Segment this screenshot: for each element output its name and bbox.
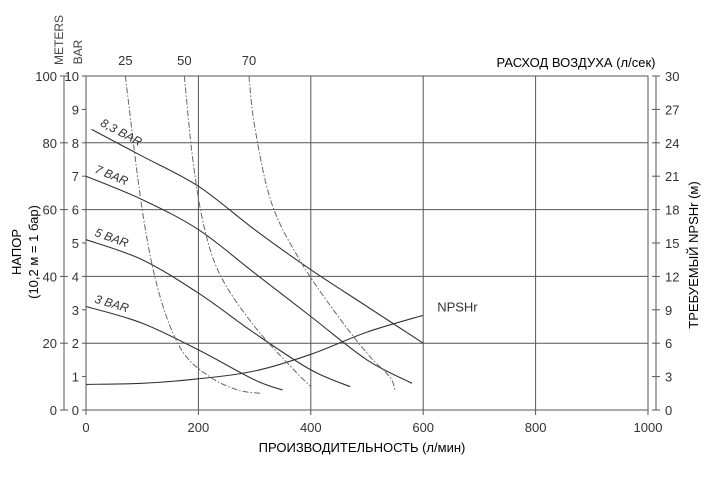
pressure-curve-label: 7 BAR [93,162,131,188]
pressure-curve-label: 3 BAR [93,292,131,315]
air-curve-50 [183,75,312,387]
meters-tick-label: 60 [43,203,57,218]
npshr-tick-label: 24 [665,136,679,151]
npshr-tick-label: 3 [665,370,672,385]
x-tick-label: 1000 [634,420,663,435]
bar-tick-label: 5 [72,236,79,251]
curve-3-bar [85,305,283,391]
x-tick-label: 0 [82,420,89,435]
meters-tick-label: 80 [43,136,57,151]
left-axis-title: НАПОР [9,229,24,275]
right-axis-title: ТРЕБУЕМЫЙ NPSHr (м) [686,181,701,328]
pressure-curve-label: 5 BAR [93,225,131,250]
npshr-tick-label: 15 [665,236,679,251]
npshr-series-label: NPSHr [437,299,478,314]
bar-tick-label: 7 [72,169,79,184]
npshr-tick-label: 21 [665,169,679,184]
npshr-tick-label: 30 [665,69,679,84]
air-curve-25 [124,75,261,394]
left-axis-subtitle: (10,2 м = 1 бар) [26,205,41,299]
bar-tick-label: 0 [72,403,79,418]
top-axis-tick-label: 70 [242,53,256,68]
npshr-tick-label: 18 [665,203,679,218]
meters-tick-label: 20 [43,336,57,351]
npshr-tick-label: 12 [665,269,679,284]
npshr-tick-label: 27 [665,102,679,117]
npshr-tick-label: 6 [665,336,672,351]
npshr-tick-label: 9 [665,303,672,318]
bar-tick-label: 10 [65,69,79,84]
grid-lines [86,76,648,410]
chart-axes: 0 200 400 600 800 100002040608010001234567891… [35,69,679,435]
x-tick-label: 200 [188,420,210,435]
curve-8-3-bar [91,128,424,344]
bar-tick-label: 3 [72,303,79,318]
bar-tick-label: 9 [72,102,79,117]
bar-tick-label: 2 [72,336,79,351]
top-axis-title: РАСХОД ВОЗДУХА (л/сек) [497,55,656,70]
npshr-tick-label: 0 [665,403,672,418]
meters-tick-label: 40 [43,269,57,284]
top-axis-tick-label: 50 [177,53,191,68]
x-axis-title: ПРОИЗВОДИТЕЛЬНОСТЬ (л/мин) [259,440,466,455]
bar-unit-label: BAR [71,39,85,64]
x-tick-label: 600 [412,420,434,435]
top-axis-tick-label: 25 [118,53,132,68]
bar-tick-label: 6 [72,203,79,218]
curve-npshr [85,314,424,385]
x-tick-label: 800 [525,420,547,435]
bar-tick-label: 8 [72,136,79,151]
bar-tick-label: 4 [72,269,79,284]
meters-unit-label: METERS [52,15,66,65]
bar-tick-label: 1 [72,370,79,385]
pressure-curve-label: 8,3 BAR [98,116,144,149]
curve-5-bar [85,239,351,388]
curve-7-bar [85,175,413,384]
chart-series [85,75,424,394]
x-tick-label: 400 [300,420,322,435]
meters-tick-label: 0 [50,403,57,418]
meters-tick-label: 100 [35,69,57,84]
air-curve-70 [248,75,396,391]
